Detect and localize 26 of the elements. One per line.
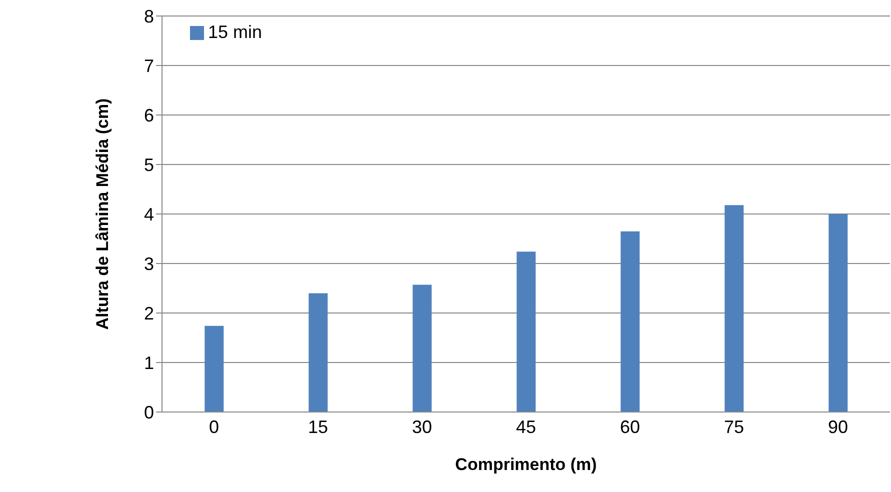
y-tick-label: 0 xyxy=(144,402,154,422)
bar xyxy=(412,284,432,412)
bar xyxy=(620,231,640,412)
bar xyxy=(204,326,224,412)
y-tick-label: 7 xyxy=(144,56,154,76)
bar xyxy=(828,214,848,412)
y-tick-label: 4 xyxy=(144,204,154,224)
x-tick-label: 60 xyxy=(620,416,640,437)
y-tick-label: 8 xyxy=(144,6,154,26)
y-axis-title: Altura de Lâmina Média (cm) xyxy=(93,98,112,330)
x-tick-label: 75 xyxy=(724,416,744,437)
y-tick-label: 3 xyxy=(144,254,154,274)
bar xyxy=(516,252,536,412)
y-tick-label: 6 xyxy=(144,105,154,126)
x-tick-label: 0 xyxy=(209,416,220,437)
legend-label: 15 min xyxy=(208,22,262,42)
y-tick-label: 1 xyxy=(144,352,154,373)
x-tick-label: 15 xyxy=(308,416,328,437)
bar xyxy=(308,293,328,412)
y-tick-label: 5 xyxy=(144,154,154,175)
bar xyxy=(724,205,744,412)
x-tick-label: 30 xyxy=(412,416,432,437)
y-tick-label: 2 xyxy=(144,303,154,324)
x-tick-label: 90 xyxy=(828,416,848,437)
x-tick-label: 45 xyxy=(516,416,536,437)
x-axis-title: Comprimento (m) xyxy=(455,455,597,474)
